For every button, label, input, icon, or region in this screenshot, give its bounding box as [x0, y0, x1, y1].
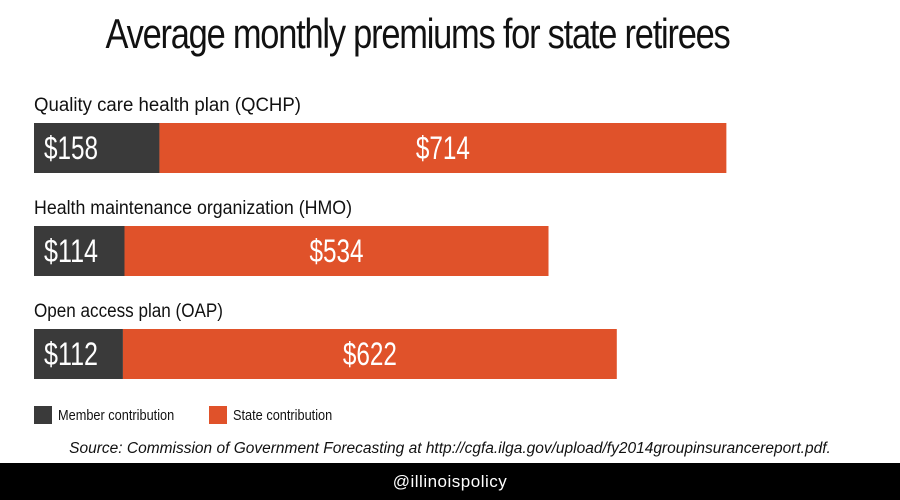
- legend-item-state: State contribution: [208, 406, 350, 424]
- bar-member-contribution-1: [34, 123, 160, 173]
- data-label-state-contribution: $714: [416, 130, 470, 166]
- category-label: Quality care health plan (QCHP): [34, 95, 301, 116]
- bar-state-contribution-1: [159, 123, 727, 173]
- data-label-state-contribution: $534: [310, 233, 364, 269]
- stacked-bar-chart: Quality care health plan (QCHP) $158 $714 H…: [34, 95, 727, 379]
- category-label: Health maintenance organization (HMO): [34, 198, 352, 219]
- data-label-member-contribution: $114: [44, 233, 98, 269]
- legend-swatch-member: [34, 406, 52, 424]
- data-label-member-contribution: $112: [44, 336, 98, 372]
- bar-state-contribution-3: [122, 329, 617, 379]
- bar-member-contribution-3: [34, 329, 123, 379]
- legend-item-member: Member contribution: [34, 406, 195, 424]
- bar-state-contribution-2: [124, 226, 549, 276]
- social-handle: @illinoispolicy: [392, 471, 508, 491]
- footer-bar: @illinoispolicy: [0, 463, 900, 500]
- bar-member-contribution-2: [34, 226, 125, 276]
- source-note: Source: Commission of Government Forecas…: [69, 440, 831, 457]
- chart-title: Average monthly premiums for state retir…: [105, 10, 730, 57]
- legend-label-state: State contribution: [232, 406, 332, 424]
- data-label-member-contribution: $158: [44, 130, 98, 166]
- data-label-state-contribution: $622: [343, 336, 397, 372]
- category-label: Open access plan (OAP): [34, 301, 223, 322]
- chart-legend: Member contribution State contribution: [34, 405, 363, 425]
- legend-swatch-state: [208, 406, 227, 424]
- legend-label-member: Member contribution: [58, 406, 175, 424]
